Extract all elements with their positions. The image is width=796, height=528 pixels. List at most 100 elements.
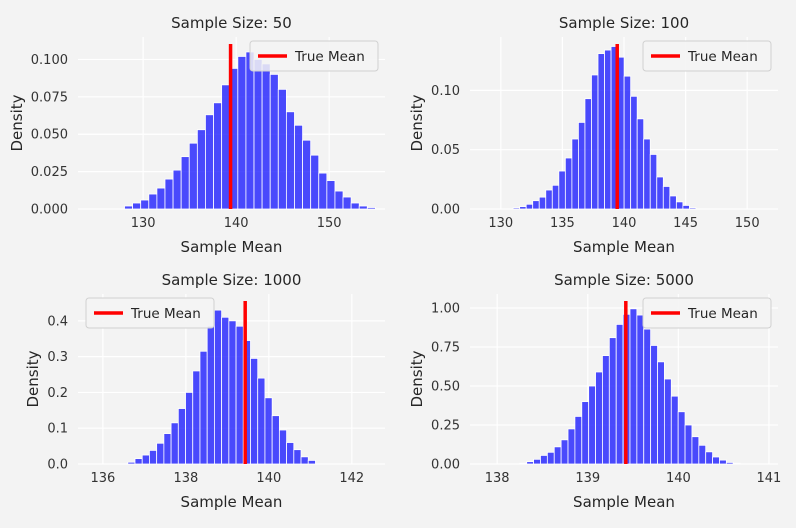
histogram-bar (567, 428, 576, 465)
x-tick-label: 150 (317, 216, 342, 231)
histogram-bar (148, 193, 158, 210)
legend-box (85, 297, 215, 329)
histogram-bar (608, 337, 617, 465)
histogram-bar (185, 392, 194, 465)
histogram-bar (669, 195, 677, 210)
histogram-bar (206, 325, 215, 465)
chart-panel-1: 130 140 150 0.000 0.025 0.050 0.075 0.100 Sample… (8, 14, 385, 256)
histogram-bar (156, 442, 165, 465)
histogram-bar (261, 63, 271, 210)
x-tick-label: 136 (90, 471, 115, 486)
y-tick-label: 1.00 (431, 302, 460, 317)
histogram-bar (141, 454, 150, 465)
legend-box (642, 40, 772, 72)
x-tick-label: 140 (666, 471, 691, 486)
histogram-bar (588, 385, 596, 465)
histogram-bar (597, 53, 605, 210)
histogram-bar (277, 88, 287, 210)
histogram-bar (578, 122, 586, 210)
histogram-bar (140, 199, 150, 210)
chart-panel-2: 130 135 140 145 150 0.00 0.05 0.10 Sample Size: … (408, 14, 778, 256)
histogram-bar (124, 205, 134, 210)
y-axis-label: Density (408, 350, 426, 407)
histogram-bar (546, 451, 555, 465)
y-tick-label: 0.1 (47, 422, 68, 437)
x-axis-label: Sample Mean (181, 238, 283, 256)
histogram-bar (307, 460, 316, 465)
histogram-bar (532, 200, 540, 210)
histogram-bar (602, 355, 610, 465)
y-tick-label: 0.10 (431, 84, 460, 99)
histogram-bar (691, 436, 700, 465)
chart-panel-4: 138 139 140 141 0.00 0.25 0.50 0.75 1.00 Sample S… (408, 271, 781, 511)
histogram-bar (675, 201, 684, 210)
chart-title: Sample Size: 5000 (554, 271, 694, 289)
y-tick-label: 0.50 (431, 380, 460, 395)
x-axis-label: Sample Mean (573, 238, 675, 256)
x-tick-label: 145 (673, 216, 698, 231)
chart-title: Sample Size: 100 (559, 14, 689, 32)
histogram-bar (571, 138, 579, 210)
histogram-bar (519, 462, 528, 465)
histogram-bar (657, 361, 665, 465)
histogram-bar (350, 202, 360, 210)
histogram-bar (221, 316, 230, 465)
histogram-bar (650, 345, 658, 465)
histogram-bar (629, 308, 638, 465)
histogram-bar (551, 184, 560, 210)
x-tick-label: 130 (488, 216, 513, 231)
histogram-bar (519, 206, 527, 210)
legend-box (249, 40, 379, 72)
histogram-bar (643, 328, 652, 465)
histogram-bar (257, 377, 266, 465)
histogram-bar (170, 422, 179, 465)
histogram-bar (725, 462, 734, 465)
x-tick-label: 140 (224, 216, 249, 231)
legend: True Mean (85, 297, 215, 329)
histogram-bar (525, 203, 534, 210)
histogram-bar (196, 129, 206, 210)
y-tick-label: 0.3 (47, 350, 68, 365)
x-tick-label: 139 (575, 471, 600, 486)
histogram-bar (286, 442, 295, 465)
histogram-bar (560, 439, 569, 465)
histogram-bar (591, 74, 599, 210)
histogram-bar (526, 461, 534, 465)
x-tick-label: 150 (735, 216, 760, 231)
histogram-bar (318, 172, 328, 210)
chart-title: Sample Size: 50 (171, 14, 292, 32)
y-axis-label: Density (24, 350, 42, 407)
histogram-bar (156, 187, 166, 210)
histogram-bar (237, 56, 247, 210)
y-tick-label: 0.075 (31, 90, 68, 105)
histogram-bar (310, 154, 320, 210)
histogram-bar (164, 178, 174, 210)
y-tick-label: 0.000 (31, 203, 68, 218)
histogram-bar (630, 95, 638, 210)
histogram-bar (682, 205, 690, 210)
histogram-bar (538, 196, 547, 210)
histogram-bar (574, 416, 583, 465)
legend-label: True Mean (294, 49, 365, 65)
histogram-bar (584, 98, 592, 210)
histogram-bar (213, 102, 223, 210)
histogram-bar (334, 190, 344, 210)
histogram-bar (604, 49, 612, 210)
histogram-bar (199, 350, 208, 465)
x-tick-label: 138 (173, 471, 198, 486)
histogram-bar (180, 156, 190, 210)
histogram-bar (533, 458, 541, 465)
legend-label: True Mean (687, 306, 758, 322)
y-axis-label: Density (8, 94, 26, 151)
histogram-bar (269, 73, 279, 210)
histogram-bar (662, 186, 671, 210)
histogram-bar (253, 59, 263, 210)
histogram-bar (134, 458, 143, 465)
histogram-bar (558, 170, 566, 210)
histogram-bar (221, 84, 231, 210)
histogram-bar (732, 462, 741, 465)
y-tick-label: 0.05 (431, 143, 460, 158)
histogram-bar (670, 395, 679, 465)
histogram-bar (172, 169, 182, 210)
